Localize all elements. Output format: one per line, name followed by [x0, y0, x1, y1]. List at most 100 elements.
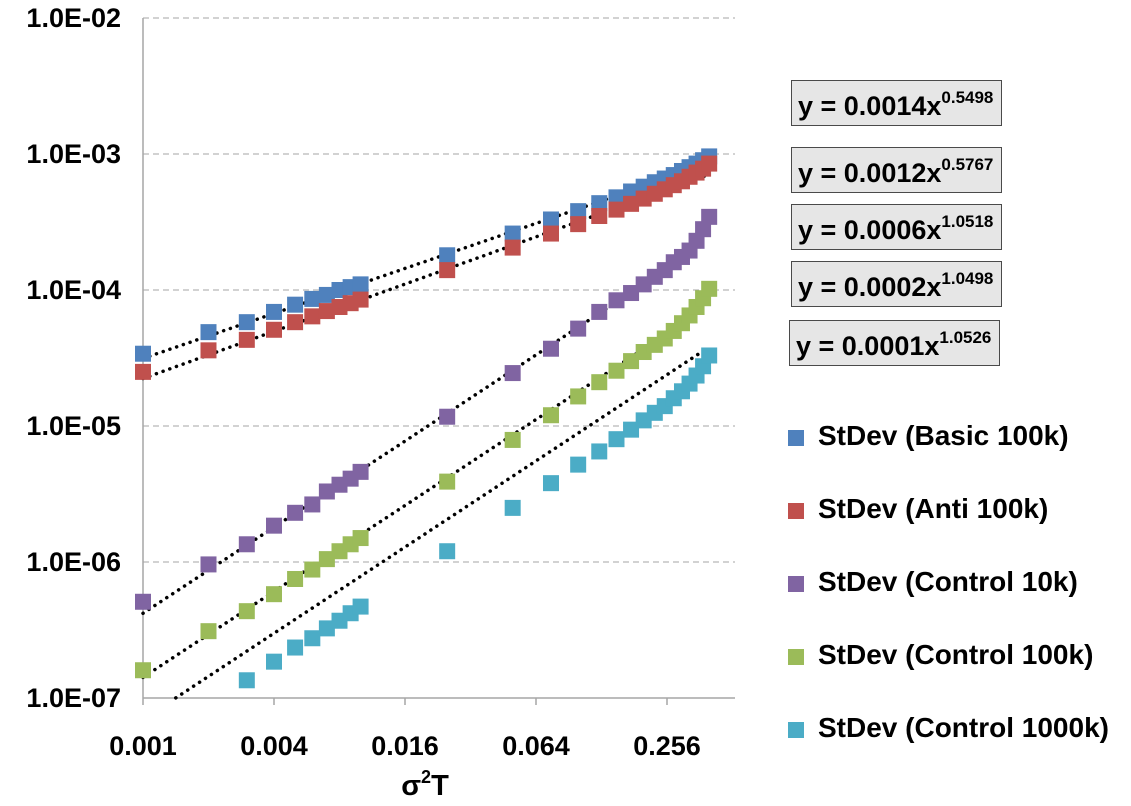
data-point — [238, 314, 255, 331]
data-point — [304, 496, 321, 513]
data-point — [238, 536, 255, 553]
data-point — [352, 598, 369, 615]
data-point — [608, 292, 625, 309]
data-point — [352, 291, 369, 308]
y-tick-label: 1.0E-05 — [26, 411, 121, 441]
equation-exponent: 0.5767 — [941, 155, 994, 174]
data-point — [318, 483, 335, 500]
data-point — [287, 314, 304, 331]
data-point — [504, 431, 521, 448]
equation-exponent: 0.5498 — [941, 88, 994, 107]
data-point — [570, 456, 587, 473]
data-point — [542, 340, 559, 357]
data-point — [570, 320, 587, 337]
legend-label: StDev (Control 10k) — [818, 566, 1078, 597]
legend-label: StDev (Control 1000k) — [818, 712, 1109, 743]
data-point — [439, 408, 456, 425]
data-point — [238, 672, 255, 689]
data-points — [135, 148, 718, 689]
data-point — [439, 473, 456, 490]
data-point — [318, 303, 335, 320]
data-point — [266, 303, 282, 320]
y-tick-labels: 1.0E-07 1.0E-06 1.0E-05 1.0E-04 1.0E-03 1.0E-… — [26, 3, 121, 713]
data-point — [542, 211, 559, 228]
equation-exponent: 1.0526 — [939, 328, 992, 347]
data-point — [266, 586, 282, 603]
trendline-equation: y = 0.0002x1.0498 — [791, 261, 1003, 307]
data-point — [304, 561, 321, 578]
data-point — [352, 530, 369, 547]
data-point — [135, 363, 151, 380]
legend-swatch — [788, 649, 804, 665]
y-tick-label: 1.0E-02 — [26, 3, 121, 33]
legend-swatch — [788, 503, 804, 519]
series-points — [238, 347, 718, 689]
y-tick-label: 1.0E-06 — [26, 547, 121, 577]
data-point — [200, 324, 217, 341]
y-tick-label: 1.0E-04 — [26, 275, 121, 305]
series-points — [135, 280, 718, 679]
data-point — [608, 362, 625, 379]
data-point — [701, 280, 718, 297]
data-point — [238, 331, 255, 348]
x-tick-label: 0.256 — [633, 731, 701, 761]
data-point — [504, 225, 521, 242]
data-point — [608, 189, 625, 206]
legend-swatch — [788, 430, 804, 446]
trendline-equation: y = 0.0001x1.0526 — [789, 320, 1001, 366]
x-tick-label: 0.004 — [240, 731, 308, 761]
y-tick-label: 1.0E-07 — [26, 683, 121, 713]
data-point — [570, 388, 587, 405]
data-point — [608, 431, 625, 448]
x-tick-label: 0.016 — [371, 731, 439, 761]
data-point — [200, 623, 217, 640]
equation-text: y = 0.0001x — [796, 331, 940, 361]
legend-label: StDev (Anti 100k) — [818, 493, 1049, 524]
data-point — [504, 499, 521, 516]
data-point — [352, 463, 369, 480]
series-points — [135, 155, 718, 380]
equation-exponent: 1.0518 — [941, 212, 994, 231]
data-point — [701, 208, 718, 225]
data-point — [304, 290, 321, 307]
data-point — [542, 475, 559, 492]
trendline — [174, 347, 709, 700]
data-point — [504, 365, 521, 382]
data-point — [318, 551, 335, 568]
data-point — [591, 443, 608, 460]
data-point — [352, 276, 369, 293]
data-point — [591, 208, 608, 225]
data-point — [200, 556, 217, 573]
legend-swatch — [788, 576, 804, 592]
data-point — [623, 353, 640, 370]
data-point — [439, 262, 456, 279]
data-point — [304, 630, 321, 647]
data-point — [570, 216, 587, 233]
data-point — [623, 195, 640, 212]
data-point — [701, 155, 718, 172]
equation-exponent: 1.0498 — [941, 269, 994, 288]
data-point — [695, 221, 712, 238]
x-tick-labels: 0.001 0.004 0.016 0.064 0.256 — [109, 731, 701, 761]
trendline-equation: y = 0.0014x0.5498 — [791, 80, 1003, 126]
data-point — [542, 407, 559, 424]
equation-text: y = 0.0006x — [798, 215, 942, 245]
data-point — [608, 201, 625, 218]
data-point — [623, 421, 640, 438]
data-point — [570, 203, 587, 220]
trendline — [141, 173, 709, 381]
data-point — [701, 347, 718, 364]
data-point — [238, 603, 255, 620]
data-point — [287, 504, 304, 521]
legend-swatch — [788, 722, 804, 738]
data-point — [318, 620, 335, 637]
data-point — [439, 247, 456, 264]
data-point — [266, 321, 282, 338]
legend-label: StDev (Basic 100k) — [818, 420, 1069, 451]
data-point — [304, 308, 321, 325]
trendline-equation: y = 0.0012x0.5767 — [791, 147, 1003, 193]
data-point — [287, 639, 304, 656]
data-point — [591, 195, 608, 212]
equation-text: y = 0.0012x — [798, 158, 942, 188]
